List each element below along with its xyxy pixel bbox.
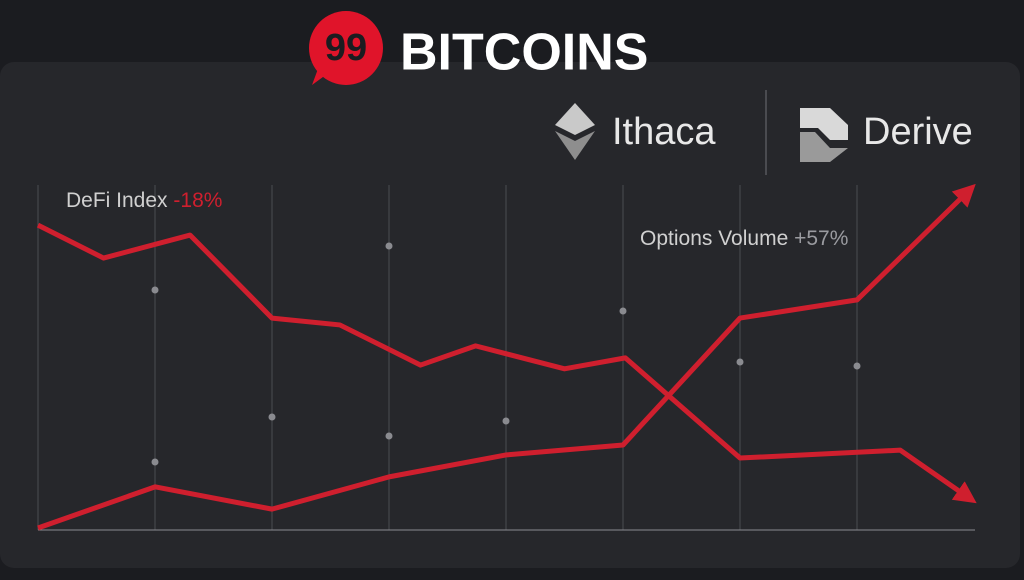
series-line	[36, 222, 977, 504]
decor-dots	[151, 242, 861, 466]
series-label: DeFi Index -18%	[66, 189, 222, 212]
ithaca-logo: Ithaca	[555, 103, 716, 160]
panel	[0, 62, 1020, 568]
brand-logo: 99 BITCOINS	[309, 11, 648, 85]
series-line	[37, 183, 976, 531]
series-name: Options Volume	[640, 227, 788, 250]
series-change: +57%	[794, 227, 848, 250]
series-change: -18%	[173, 189, 222, 212]
badge-text: 99	[325, 27, 367, 69]
brand-name: BITCOINS	[400, 24, 648, 82]
partner-name: Ithaca	[612, 111, 716, 153]
badge	[309, 11, 383, 85]
derive-logo: Derive	[800, 108, 973, 162]
series-label: Options Volume +57%	[640, 227, 848, 250]
series-name: DeFi Index	[66, 189, 168, 212]
partner-name: Derive	[863, 111, 973, 153]
